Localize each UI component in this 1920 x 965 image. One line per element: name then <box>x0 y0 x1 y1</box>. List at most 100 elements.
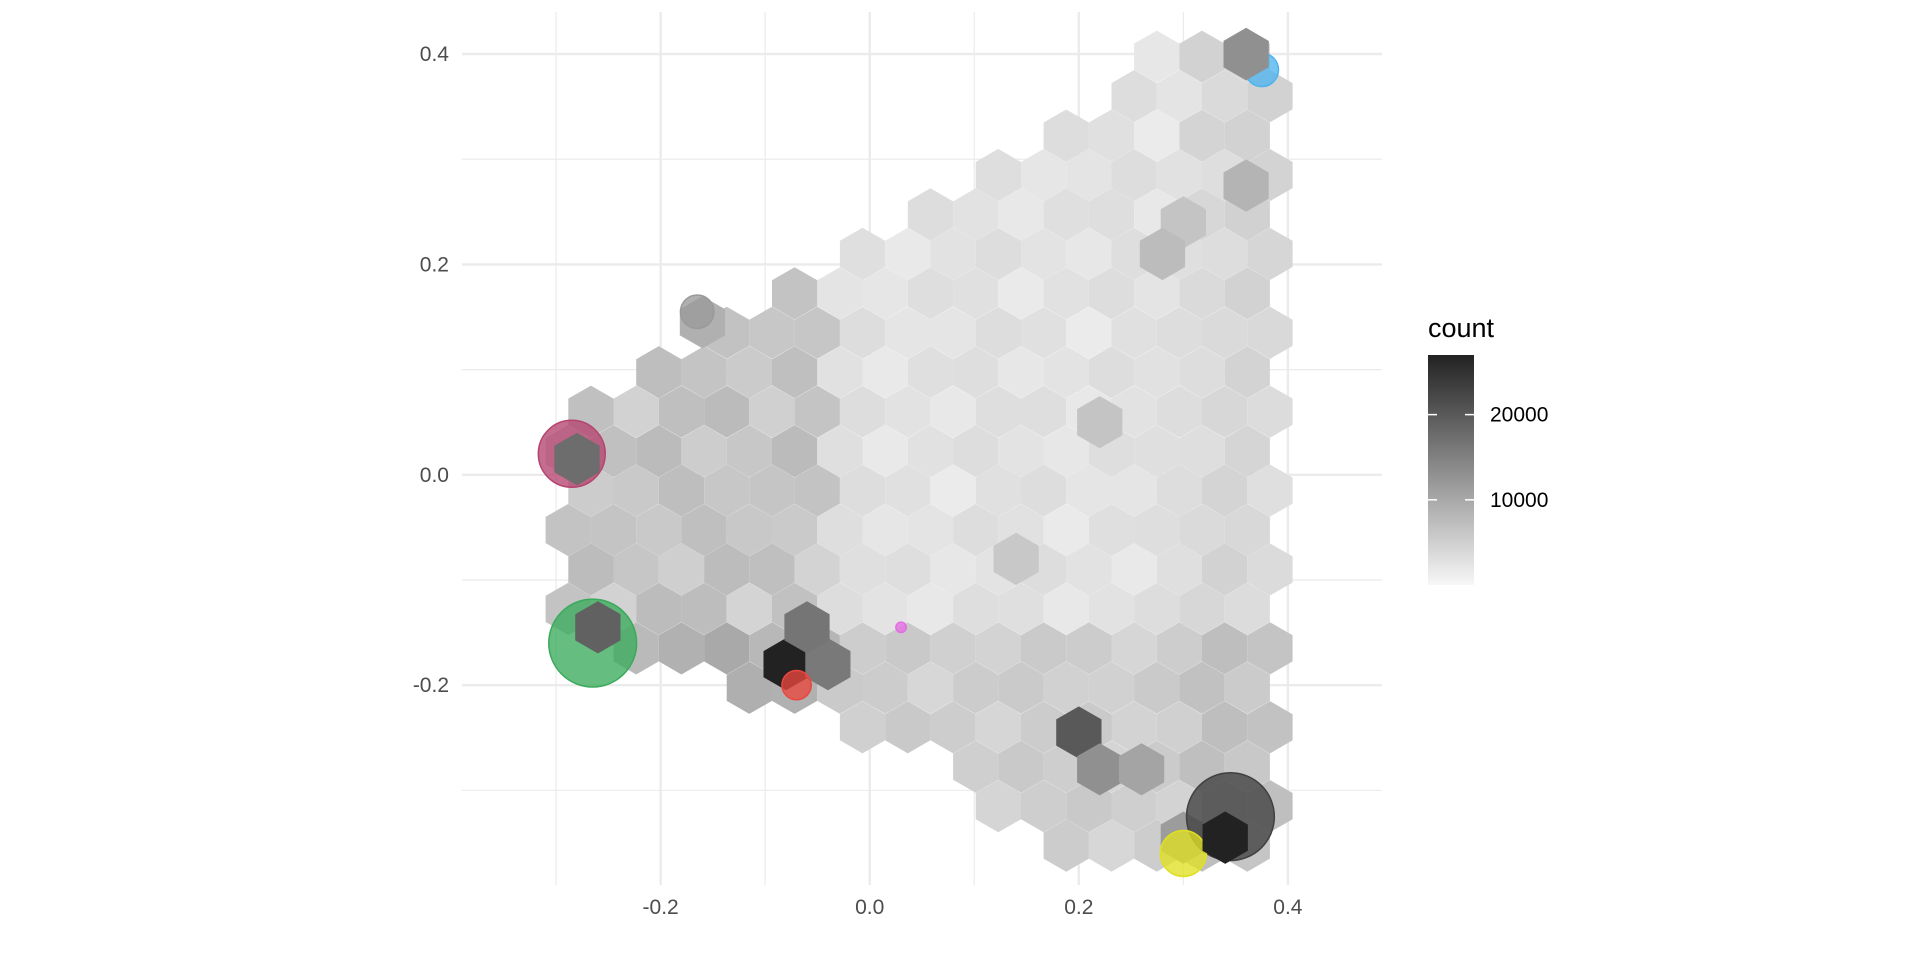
y-tick-label: -0.2 <box>413 674 449 697</box>
hexbin-cell <box>907 267 954 320</box>
hexbin-cell <box>1156 464 1202 517</box>
hexbin-cell <box>953 188 999 241</box>
hexbin-cell <box>749 543 795 596</box>
hexbin-cell <box>998 267 1044 320</box>
hexbin-cell <box>1088 661 1135 714</box>
overlay-point <box>1159 829 1208 878</box>
x-tick-label: 0.0 <box>855 896 884 919</box>
x-tick-label: -0.2 <box>643 896 679 919</box>
hexbin-cell <box>613 385 659 438</box>
hexbin-cell <box>1134 425 1180 478</box>
hexbin-cell <box>862 346 908 399</box>
hexbin-cells <box>545 27 1293 872</box>
hexbin-cell <box>1134 661 1180 714</box>
hexbin-cell <box>1043 188 1089 241</box>
hexbin-cell <box>681 503 727 557</box>
hexbin-cell <box>1021 701 1067 754</box>
hexbin-cell <box>1179 30 1225 83</box>
hexbin-cell <box>1179 425 1225 478</box>
hexbin-cell <box>658 622 705 675</box>
hexbin-cell-dense <box>805 638 851 691</box>
hexbin-cell <box>1247 464 1293 517</box>
hexbin-cell <box>1247 227 1293 281</box>
hexbin-cell <box>772 503 818 557</box>
hexbin-cell <box>998 661 1044 714</box>
hexbin-cell <box>930 385 976 438</box>
hexbin-cell-dense <box>784 601 830 654</box>
hexbin-cell <box>1134 346 1180 399</box>
hexbin-cell <box>930 227 976 281</box>
hexbin-cell <box>1021 622 1067 675</box>
hexbin-cell <box>1066 543 1112 596</box>
hexbin-cell <box>998 740 1044 793</box>
legend: count 20000 10000 <box>1428 313 1548 585</box>
hexbin-cell-dense <box>993 532 1039 586</box>
hexbin-cell <box>726 425 772 478</box>
hexbin-cell-dense <box>1139 227 1186 281</box>
hexbin-cell <box>953 346 999 399</box>
hexbin-cell <box>1224 661 1270 714</box>
hexbin-cell <box>681 425 727 478</box>
hexbin-cell <box>1088 188 1135 241</box>
hexbin-cell <box>839 701 886 754</box>
hexbin-cell <box>1156 385 1202 438</box>
hexbin-cell <box>1066 306 1112 359</box>
hexbin-cell <box>1202 70 1248 123</box>
hexbin-cell <box>636 582 682 635</box>
hexbin-cell <box>1043 582 1089 635</box>
hexbin-cell <box>1179 109 1225 162</box>
hexbin-cell <box>930 701 976 754</box>
hexbin-cell <box>1088 582 1135 635</box>
hexbin-cell <box>1111 464 1157 517</box>
hexbin-cell <box>930 622 976 675</box>
x-tick-label: 0.4 <box>1273 896 1303 919</box>
hexbin-cell <box>1021 148 1067 202</box>
hexbin-cell <box>1224 267 1270 320</box>
hexbin-cell <box>704 385 750 438</box>
hexbin-cell <box>1179 267 1225 320</box>
hexbin-cell <box>636 503 682 557</box>
hexbin-cell <box>545 503 591 557</box>
hexbin-cell <box>1179 503 1225 557</box>
hexbin-cell <box>885 701 931 754</box>
hexbin-cell <box>726 661 772 714</box>
hexbin-cell <box>1224 425 1270 478</box>
y-tick-label: 0.0 <box>420 464 449 487</box>
hexbin-cell <box>839 227 886 281</box>
hexbin-cell <box>1111 701 1157 754</box>
hexbin-cell <box>1224 503 1270 557</box>
hexbin-cell <box>1066 622 1112 675</box>
hexbin-cell <box>794 464 840 517</box>
hexbin-cell <box>749 385 795 438</box>
hexbin-cell <box>1043 503 1089 557</box>
hexbin-cell <box>1156 306 1202 359</box>
hexbin-cell <box>907 346 954 399</box>
hexbin-cell <box>907 582 954 635</box>
hexbin-cell <box>1021 780 1067 833</box>
hexbin-cell <box>975 622 1021 675</box>
hexbin-cell <box>726 582 772 635</box>
hexbin-cell <box>1111 543 1157 596</box>
hexbin-cell <box>1247 543 1293 596</box>
hexbin-cell <box>1156 148 1202 202</box>
hexbin-cell <box>930 543 976 596</box>
hexbin-cell <box>862 661 908 714</box>
hexbin-cell <box>975 227 1021 281</box>
hexbin-cell <box>975 148 1021 202</box>
hexbin-cell <box>930 306 976 359</box>
hexbin-cell <box>885 385 931 438</box>
hexbin-cell <box>953 425 999 478</box>
hexbin-cell <box>772 267 818 320</box>
hexbin-cell <box>1088 819 1135 872</box>
hexbin-cell <box>1111 385 1157 438</box>
hexbin-cell-dense <box>1077 743 1123 796</box>
hexbin-cell <box>975 780 1021 833</box>
hexbin-cell <box>1111 622 1157 675</box>
hexbin-cell <box>1179 346 1225 399</box>
hexbin-cell <box>953 267 999 320</box>
hexbin-cell <box>1066 148 1112 202</box>
hexbin-cell <box>1134 582 1180 635</box>
hexbin-cell <box>1224 109 1270 162</box>
